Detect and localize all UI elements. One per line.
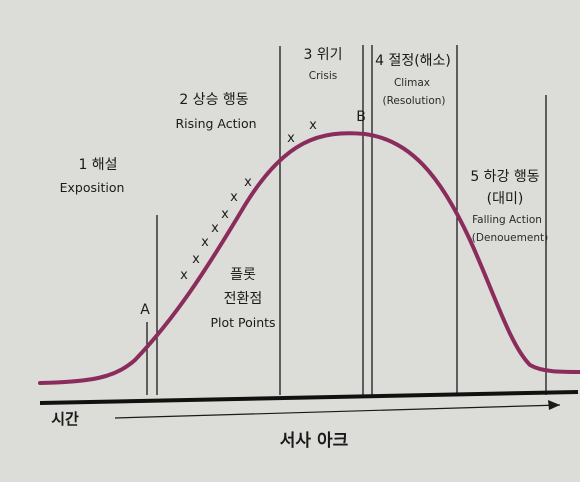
stage-4-english-line2: (Resolution) [382,95,445,107]
time-arrow-line [114,404,561,419]
stage-3-english: Crisis [309,70,337,82]
timeline-baseline [39,390,579,405]
narrative-arc-curve [38,131,580,385]
plot-point-markers: x x x x x x x x x [180,118,317,283]
time-axis-label: 시간 [51,410,79,428]
stage-dividers [146,45,547,395]
point-a-label: A [140,302,150,318]
plot-points-korean-line2: 전환점 [224,291,263,307]
point-b-label: B [356,109,366,125]
stage-4-english-line1: Climax [394,77,430,89]
plot-point-marker: x [221,207,229,222]
plot-point-marker: x [230,190,238,205]
stage-1-english: Exposition [60,180,125,195]
plot-point-marker: x [287,131,295,146]
plot-points-korean-line1: 플롯 [230,267,256,283]
narrative-arc-label: 서사 아크 [280,431,349,451]
stage-5-english-line2: (Denouement) [472,232,548,244]
stage-2-title: 2 상승 행동 [179,92,248,108]
plot-point-marker: x [192,252,200,267]
stage-1-title: 1 해설 [78,157,117,173]
plot-point-marker: x [309,118,317,133]
stage-4-title: 4 절정(해소) [375,53,451,69]
plot-point-marker: x [201,235,209,250]
plot-point-marker: x [180,268,188,283]
stage-5-english-line1: Falling Action [472,214,542,226]
plot-point-marker: x [211,221,219,236]
plot-point-marker: x [244,175,252,190]
time-arrow-head [548,400,560,410]
stage-3-title: 3 위기 [303,47,342,63]
stage-5-korean-line2: (대미) [487,191,524,207]
plot-points-english: Plot Points [210,315,275,330]
stage-5-title: 5 하강 행동 [470,169,539,185]
stage-2-english: Rising Action [175,116,256,131]
